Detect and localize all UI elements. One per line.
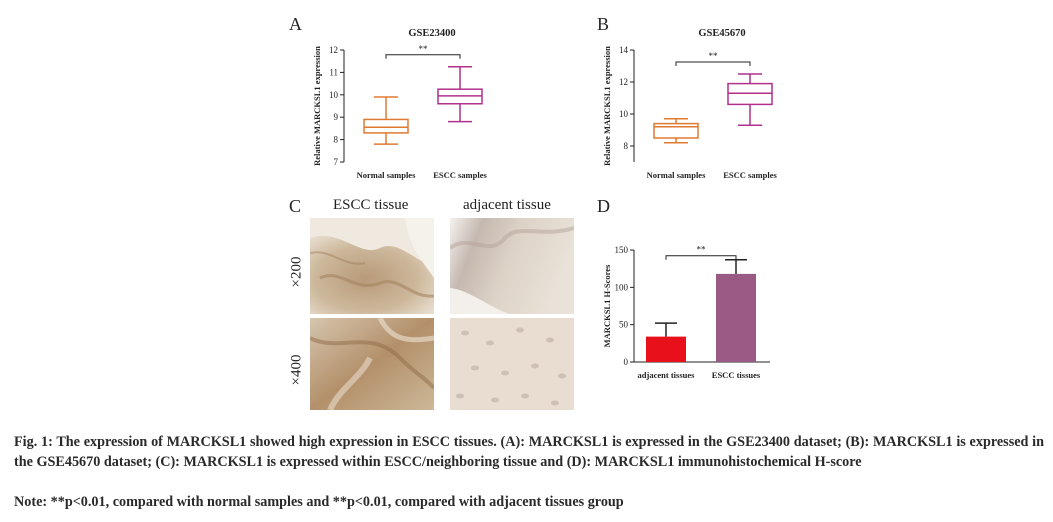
caption-note: Note: **p<0.01, compared with normal sam… [14,494,624,510]
micrograph-adjacent-200 [450,218,574,314]
y-tick-label: 11 [329,67,338,77]
panel-letter-d: D [597,196,610,216]
micrograph-adjacent-400 [450,318,574,410]
significance-label: ** [697,245,707,255]
significance-label: ** [419,44,429,54]
x-category-label: ESCC tissues [712,370,761,380]
col-label-adjacent: adjacent tissue [463,197,551,213]
y-tick-label: 0 [624,357,629,367]
caption-main: Fig. 1: The expression of MARCKSL1 showe… [14,434,1044,470]
micrograph-escc-200 [310,218,434,314]
figure-caption: Fig. 1: The expression of MARCKSL1 showe… [14,432,1044,472]
y-tick-label: 7 [334,157,339,167]
y-tick-label: 50 [619,320,629,330]
panel-letter-c: C [289,196,302,216]
bar [646,336,686,362]
panel-letter-a: A [289,14,302,34]
significance-bracket [385,54,461,59]
chart-a: 7 8 9 10 11 12 Relative MARCKSL1 expression Nor… [312,28,487,180]
y-tick-label: 14 [619,45,629,55]
y-tick-label: 100 [615,282,629,292]
x-category-label: Normal samples [357,170,416,180]
x-category-label: adjacent tissues [638,370,696,380]
row-label-400: ×400 [288,354,305,386]
y-tick-label: 8 [624,141,629,151]
y-axis-label: Relative MARCKSL1 expression [602,46,612,166]
chart-b: 8 10 12 14 Relative MARCKSL1 expression Norma… [602,28,777,180]
y-tick-label: 12 [329,45,338,55]
y-tick-label: 10 [329,90,339,100]
panel-letter-b: B [597,14,610,34]
row-label-200: ×200 [288,256,305,288]
box-iqr [363,118,409,134]
y-axis-label: MARCKSL1 H-Scores [602,264,612,347]
y-tick-label: 12 [619,77,628,87]
significance-bracket [665,255,737,260]
x-category-label: Normal samples [647,170,706,180]
y-tick-label: 8 [334,135,339,145]
significance-label: ** [709,51,719,61]
y-tick-label: 150 [615,245,629,255]
chart-title: GSE23400 [408,28,455,39]
micrograph-escc-400 [310,318,434,410]
chart-title: GSE45670 [698,28,745,39]
y-axis-label: Relative MARCKSL1 expression [312,46,322,166]
x-category-label: ESCC samples [723,170,777,180]
box-iqr [727,82,773,106]
x-category-label: ESCC samples [433,170,487,180]
significance-bracket [675,61,751,66]
col-label-escc: ESCC tissue [333,197,409,213]
y-tick-label: 9 [334,112,339,122]
bar [716,273,756,362]
y-tick-label: 10 [619,109,629,119]
box-iqr [653,122,699,139]
